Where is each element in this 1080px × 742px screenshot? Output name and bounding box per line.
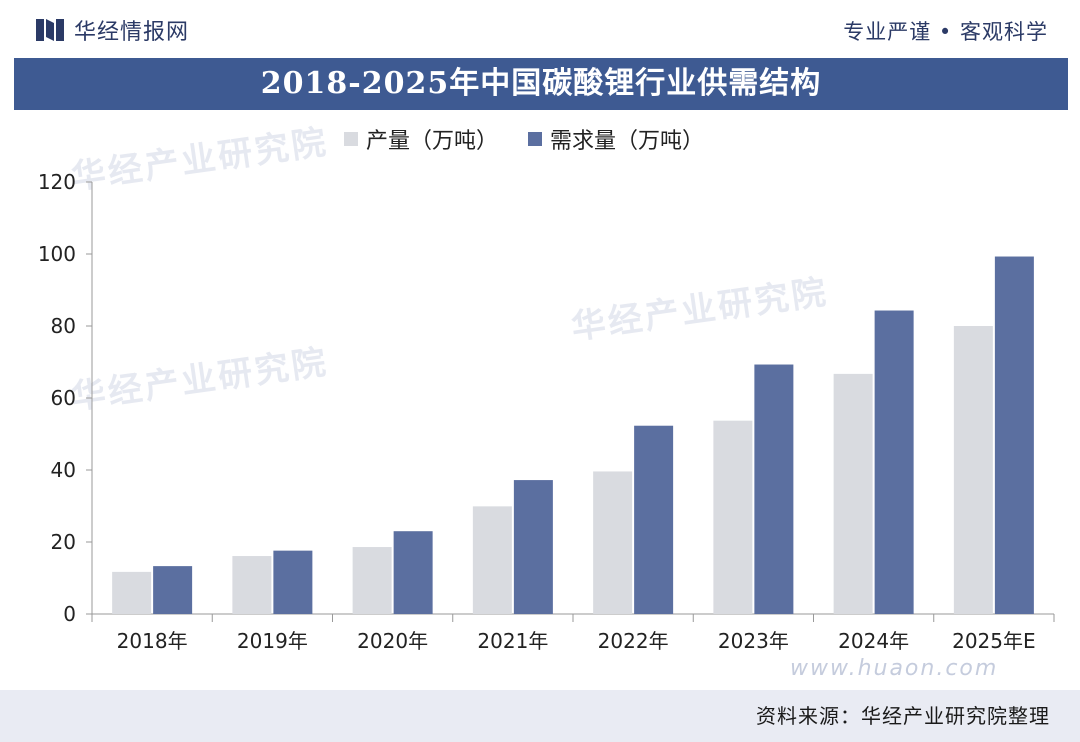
bar-demand (634, 425, 674, 614)
watermark-url: www.huaon.com (790, 656, 999, 681)
legend-swatch-demand (528, 132, 543, 146)
legend-item-production: 产量（万吨） (344, 123, 498, 155)
footer-band (0, 690, 1080, 742)
bar-chart: 0 20 40 60 80 100 120 2018年 2019年 2020年 2021年 2022年… (38, 170, 1055, 653)
bar-demand (513, 480, 553, 614)
x-tick-label: 2021年 (477, 629, 548, 653)
y-tick-label: 0 (63, 602, 76, 626)
bar-production (352, 547, 392, 614)
bar-demand (153, 566, 193, 614)
bar-demand (754, 364, 794, 614)
chart-title: 2018-2025年中国碳酸锂行业供需结构 (260, 66, 822, 101)
y-tick-label: 120 (38, 170, 76, 194)
x-tick-label: 2025年E (952, 629, 1036, 653)
slogan: 专业严谨 • 客观科学 (843, 20, 1048, 44)
brand: 华经情报网 (36, 16, 190, 45)
x-tick-label: 2018年 (117, 629, 188, 653)
bar-production (713, 420, 753, 614)
y-tick-label: 60 (51, 386, 76, 410)
legend-label-demand: 需求量（万吨） (550, 129, 705, 154)
y-tick-label: 40 (51, 458, 76, 482)
y-tick-label: 100 (38, 242, 76, 266)
bar-demand (874, 310, 914, 614)
bar-production (112, 571, 152, 614)
x-tick-label: 2022年 (598, 629, 669, 653)
source-note: 资料来源：华经产业研究院整理 (756, 704, 1050, 728)
x-tick-label: 2024年 (838, 629, 909, 653)
title-bar: 2018-2025年中国碳酸锂行业供需结构 (14, 58, 1068, 110)
y-tick-label: 20 (51, 530, 76, 554)
legend-item-demand: 需求量（万吨） (528, 123, 704, 155)
y-tick-label: 80 (51, 314, 76, 338)
brand-name: 华经情报网 (74, 20, 190, 45)
bar-demand (994, 256, 1034, 614)
bar-demand (273, 550, 313, 614)
bar-production (472, 506, 512, 614)
bar-production (953, 326, 993, 614)
x-tick-label: 2020年 (357, 629, 428, 653)
x-tick-label: 2023年 (718, 629, 789, 653)
brand-logo-icon (36, 19, 64, 41)
bar-production (833, 373, 873, 614)
bar-production (232, 556, 272, 614)
bar-production (593, 471, 633, 614)
chart-legend: 产量（万吨） 需求量（万吨） (344, 122, 734, 156)
x-tick-label: 2019年 (237, 629, 308, 653)
legend-label-production: 产量（万吨） (366, 129, 499, 154)
header-bar: 华经情报网 专业严谨 • 客观科学 (0, 0, 1080, 58)
bar-demand (393, 531, 433, 614)
legend-swatch-production (344, 132, 358, 146)
